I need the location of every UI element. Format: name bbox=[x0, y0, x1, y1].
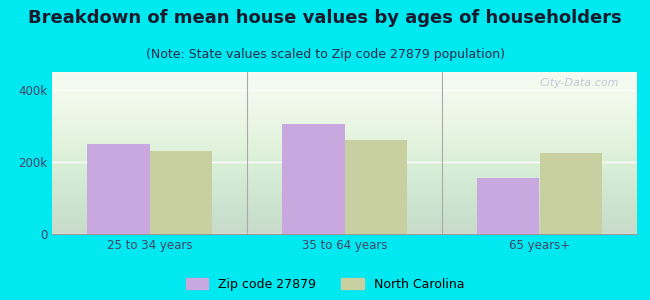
Bar bbox=[282, 124, 345, 234]
Bar bbox=[150, 151, 212, 234]
Bar bbox=[344, 140, 407, 234]
Text: (Note: State values scaled to Zip code 27879 population): (Note: State values scaled to Zip code 2… bbox=[146, 48, 504, 61]
Text: City-Data.com: City-Data.com bbox=[540, 79, 619, 88]
Bar bbox=[477, 178, 540, 234]
Bar bbox=[87, 144, 150, 234]
Legend: Zip code 27879, North Carolina: Zip code 27879, North Carolina bbox=[186, 278, 464, 291]
Bar bbox=[540, 153, 602, 234]
Text: Breakdown of mean house values by ages of householders: Breakdown of mean house values by ages o… bbox=[28, 9, 622, 27]
